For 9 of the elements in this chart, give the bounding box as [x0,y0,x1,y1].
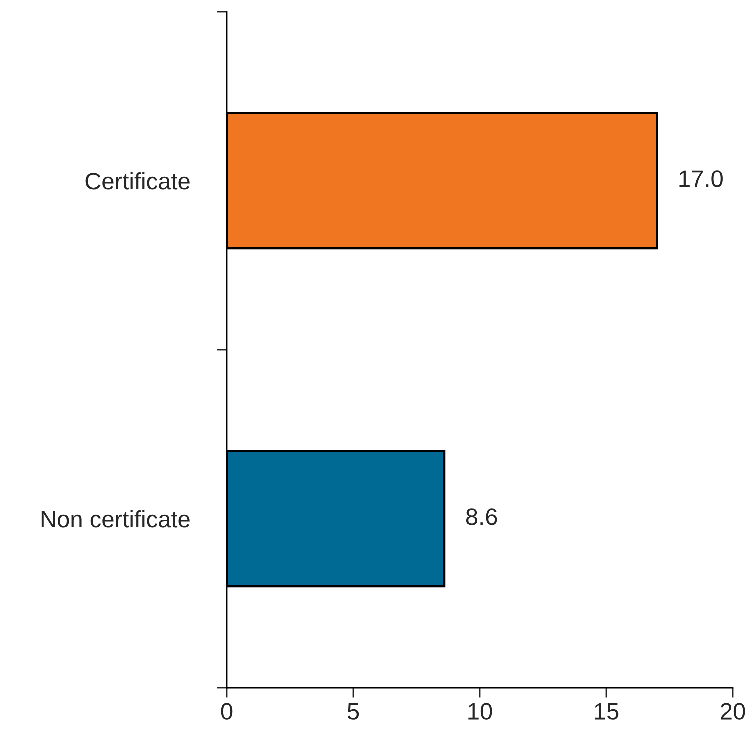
x-tick-label: 20 [721,703,746,720]
data-label: 17.0 [680,170,723,188]
x-tick-label: 0 [221,703,233,720]
y-tick-label: Certificate [86,172,190,190]
data-label: 8.6 [466,508,498,526]
x-tick-label: 10 [468,703,492,720]
x-tick-label: 5 [348,703,360,720]
x-tick-label: 15 [595,703,619,720]
y-tick-label: Non certificate [42,510,190,528]
